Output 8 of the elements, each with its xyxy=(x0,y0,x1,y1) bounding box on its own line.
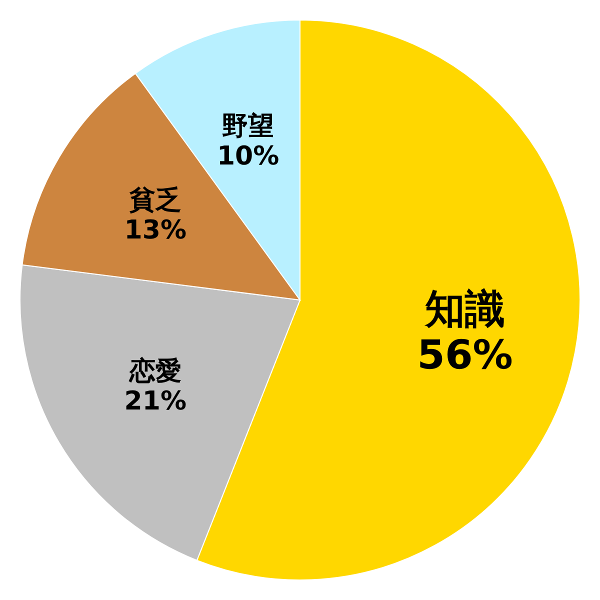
data-label: 13% xyxy=(124,216,187,246)
data-label: 56% xyxy=(417,332,513,378)
data-label: 10% xyxy=(216,141,280,172)
slice-label: 知識 xyxy=(424,286,506,332)
data-label: 21% xyxy=(124,386,187,417)
slice-label: 恋愛 xyxy=(128,356,182,387)
slice-label: 貧乏 xyxy=(128,186,182,216)
slice-label: 野望 xyxy=(222,111,274,142)
